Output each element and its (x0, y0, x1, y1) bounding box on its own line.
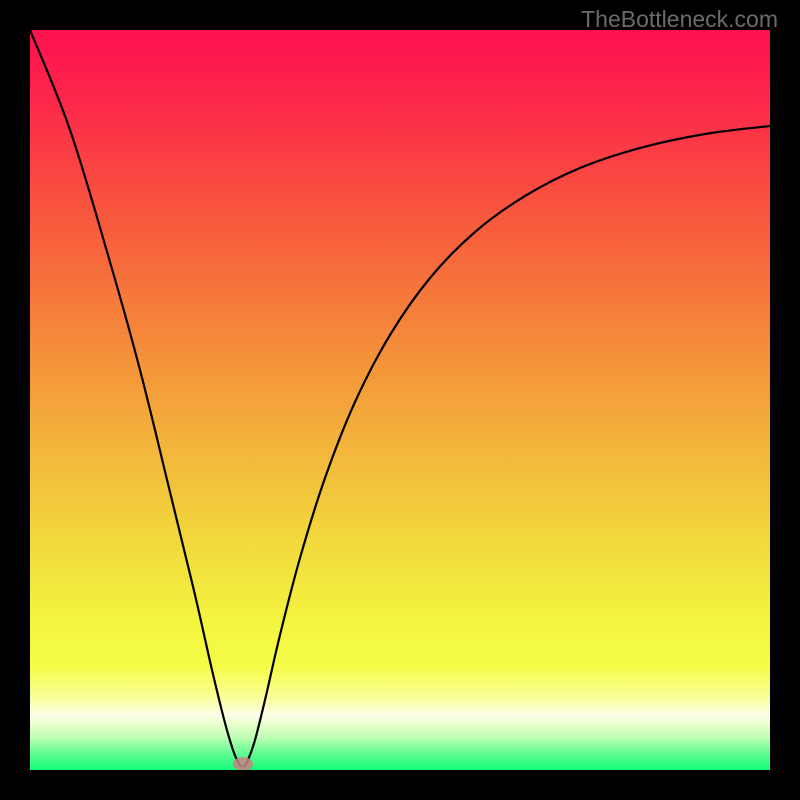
curve-layer (30, 30, 770, 770)
chart-frame: TheBottleneck.com (0, 0, 800, 800)
watermark-text: TheBottleneck.com (581, 6, 778, 33)
plot-area (30, 30, 770, 770)
curve-left-branch (30, 30, 241, 767)
curve-right-branch (244, 126, 770, 767)
